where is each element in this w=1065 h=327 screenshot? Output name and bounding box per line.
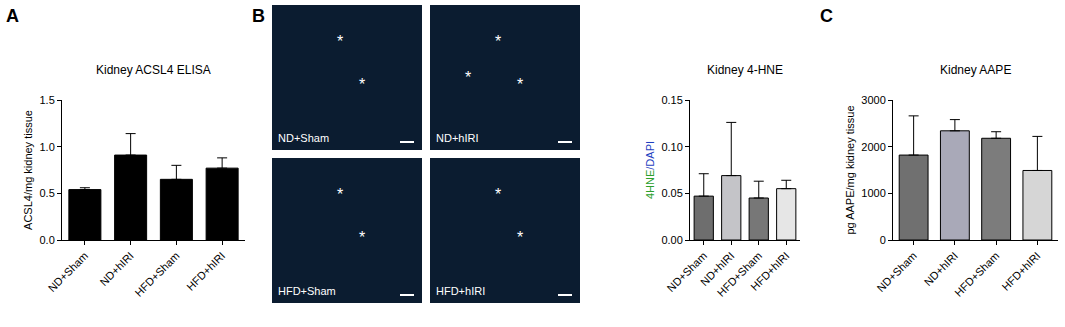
svg-text:ND+Sham: ND+Sham bbox=[874, 250, 919, 295]
svg-text:HFD+hIRI: HFD+hIRI bbox=[748, 250, 791, 293]
svg-text:Kidney AAPE: Kidney AAPE bbox=[940, 63, 1011, 77]
svg-text:*: * bbox=[337, 33, 343, 50]
svg-text:1.5: 1.5 bbox=[40, 94, 55, 106]
svg-text:3000: 3000 bbox=[861, 94, 885, 106]
svg-text:pg AAPE/mg kidney tissue: pg AAPE/mg kidney tissue bbox=[844, 105, 856, 234]
svg-text:HFD+hIRI: HFD+hIRI bbox=[999, 250, 1042, 293]
svg-text:4HNE/DAPI: 4HNE/DAPI bbox=[644, 141, 656, 199]
svg-text:2000: 2000 bbox=[861, 141, 885, 153]
svg-text:0.05: 0.05 bbox=[661, 187, 682, 199]
svg-text:HFD+Sham: HFD+Sham bbox=[278, 285, 336, 297]
svg-text:ND+hIRI: ND+hIRI bbox=[922, 250, 961, 289]
svg-text:Kidney ACSL4 ELISA: Kidney ACSL4 ELISA bbox=[96, 63, 211, 77]
svg-text:0.15: 0.15 bbox=[661, 94, 682, 106]
svg-text:ACSL4/mg kidney tissue: ACSL4/mg kidney tissue bbox=[22, 110, 34, 230]
svg-text:*: * bbox=[495, 186, 501, 203]
svg-text:ND+Sham: ND+Sham bbox=[664, 250, 709, 295]
svg-text:ND+hIRI: ND+hIRI bbox=[97, 250, 136, 289]
svg-text:ND+hIRI: ND+hIRI bbox=[436, 132, 479, 144]
svg-text:ND+Sham: ND+Sham bbox=[278, 132, 329, 144]
svg-text:A: A bbox=[6, 6, 19, 26]
svg-text:HFD+Sham: HFD+Sham bbox=[132, 250, 181, 299]
svg-text:ND+hIRI: ND+hIRI bbox=[698, 250, 737, 289]
svg-text:0: 0 bbox=[880, 234, 886, 246]
svg-text:HFD+hIRI: HFD+hIRI bbox=[184, 250, 227, 293]
svg-text:HFD+Sham: HFD+Sham bbox=[952, 250, 1001, 299]
svg-text:Kidney 4-HNE: Kidney 4-HNE bbox=[707, 63, 783, 77]
svg-text:*: * bbox=[337, 186, 343, 203]
svg-text:HFD+hIRI: HFD+hIRI bbox=[436, 285, 485, 297]
svg-text:B: B bbox=[252, 6, 265, 26]
svg-text:0.00: 0.00 bbox=[661, 234, 682, 246]
svg-text:0.10: 0.10 bbox=[661, 141, 682, 153]
svg-text:HFD+Sham: HFD+Sham bbox=[715, 250, 764, 299]
svg-text:*: * bbox=[517, 229, 523, 246]
svg-text:*: * bbox=[517, 76, 523, 93]
svg-text:ND+Sham: ND+Sham bbox=[46, 250, 91, 295]
svg-text:0.0: 0.0 bbox=[40, 234, 55, 246]
svg-text:1000: 1000 bbox=[861, 187, 885, 199]
svg-text:*: * bbox=[465, 69, 471, 86]
svg-text:*: * bbox=[359, 76, 365, 93]
svg-text:*: * bbox=[359, 229, 365, 246]
svg-text:0.5: 0.5 bbox=[40, 187, 55, 199]
svg-text:*: * bbox=[495, 33, 501, 50]
svg-text:1.0: 1.0 bbox=[40, 141, 55, 153]
svg-text:C: C bbox=[820, 6, 833, 26]
